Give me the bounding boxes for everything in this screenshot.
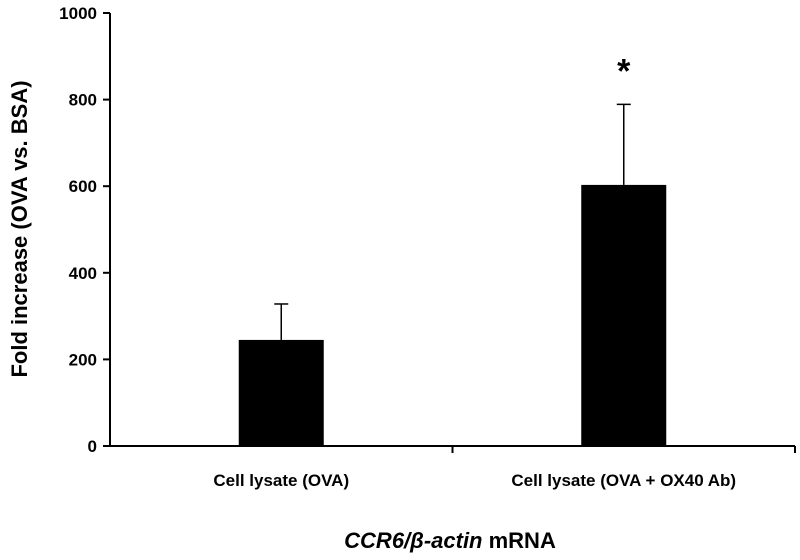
y-tick-label: 1000 — [59, 4, 97, 23]
x-ticks — [451, 446, 796, 453]
y-tick-label: 400 — [69, 264, 97, 283]
y-axis-title: Fold increase (OVA vs. BSA) — [7, 80, 32, 377]
category-labels: Cell lysate (OVA) Cell lysate (OVA + OX40… — [213, 471, 736, 490]
error-bars — [274, 103, 631, 340]
y-tick-label: 0 — [88, 437, 97, 456]
x-axis-title-rest: mRNA — [483, 528, 556, 553]
x-axis-title: CCR6/β-actin mRNA — [344, 528, 556, 553]
y-ticks: 0 200 400 600 800 1000 — [59, 4, 110, 456]
bar — [581, 184, 667, 446]
y-tick-label: 800 — [69, 91, 97, 110]
category-label: Cell lysate (OVA + OX40 Ab) — [511, 471, 736, 490]
x-axis-title-italic: CCR6/β-actin — [344, 528, 482, 553]
bar — [238, 339, 324, 446]
y-tick-label: 600 — [69, 177, 97, 196]
significance-marker: * — [617, 52, 631, 90]
category-label: Cell lysate (OVA) — [213, 471, 349, 490]
annotations: * — [617, 52, 631, 90]
y-tick-label: 200 — [69, 350, 97, 369]
bars — [238, 184, 667, 446]
